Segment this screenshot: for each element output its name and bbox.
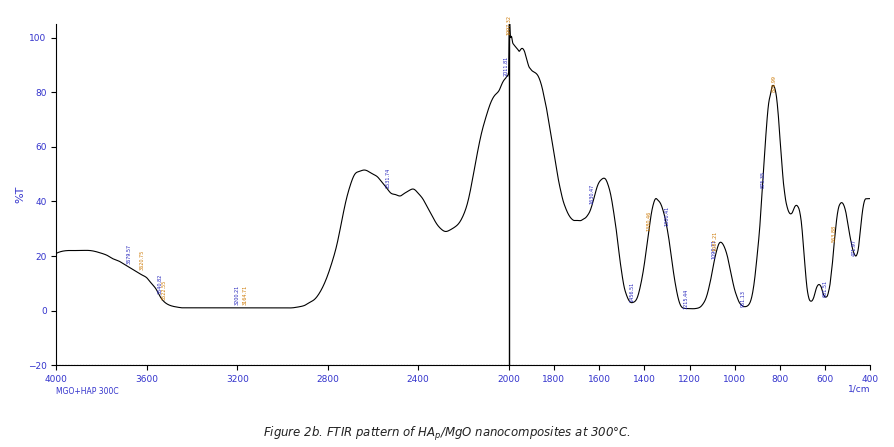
Text: 3522.55: 3522.55 [162,279,167,299]
Text: 1456.51: 1456.51 [629,282,634,303]
Text: 3620.75: 3620.75 [139,249,145,270]
Text: Figure 2b. FTIR pattern of HA$_p$/MgO nanocomposites at 300°C.: Figure 2b. FTIR pattern of HA$_p$/MgO na… [263,425,631,443]
Text: 471.97: 471.97 [852,239,856,256]
Text: 3679.57: 3679.57 [126,244,131,264]
Text: 2011.81: 2011.81 [503,55,509,76]
Text: 1997.32: 1997.32 [507,15,511,35]
Text: 1215.44: 1215.44 [684,288,688,309]
Y-axis label: %T: %T [15,186,25,203]
Text: 875.35: 875.35 [761,171,765,188]
Text: 1380.46: 1380.46 [646,211,652,232]
Text: 601.51: 601.51 [822,280,828,297]
Text: 1630.47: 1630.47 [590,184,595,204]
Text: MGO+HAP 300C: MGO+HAP 300C [56,387,119,396]
Text: 563.88: 563.88 [831,225,836,242]
Text: 1/cm: 1/cm [848,384,871,393]
Text: 3540.82: 3540.82 [158,274,163,294]
Text: 961.13: 961.13 [741,290,746,307]
Text: 1087.21: 1087.21 [713,230,718,251]
Text: 1300.41: 1300.41 [664,206,670,226]
Text: 3164.71: 3164.71 [243,285,248,305]
Text: 3200.21: 3200.21 [235,285,240,305]
Text: 1090.71: 1090.71 [712,239,717,259]
Text: 2531.74: 2531.74 [386,168,391,188]
Text: 826.99: 826.99 [772,76,777,92]
